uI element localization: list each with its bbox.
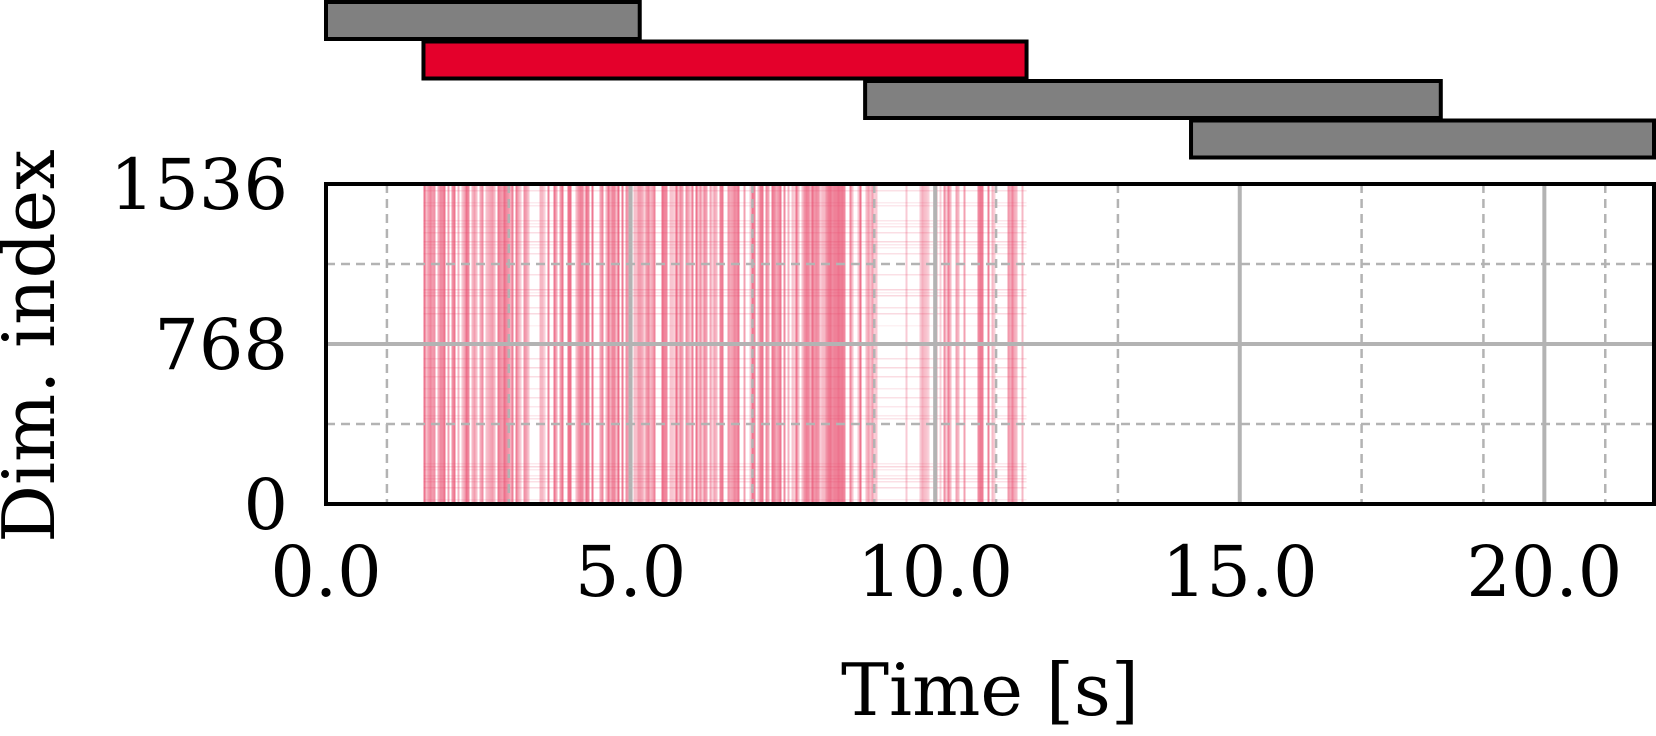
heat-row [423,244,1027,246]
heat-row [423,358,1027,360]
window-bars [324,0,1656,160]
x-tick-label: 0.0 [270,531,381,613]
heat-row [423,232,1027,234]
grid-lines [326,184,1654,504]
heat-row [423,469,1027,471]
y-axis-title: Dim. index [0,149,71,543]
heat-row [423,226,1027,228]
heat-row [423,475,1027,477]
heat-row [423,241,1027,243]
heat-row [423,499,1027,501]
heat-row [423,397,1027,399]
window-bar [324,0,642,41]
y-tick-label: 1536 [110,144,288,226]
plot-frame [324,182,1656,506]
heat-row [423,478,1027,480]
heat-row [423,220,1027,222]
heat-row [423,307,1027,309]
heat-row [423,415,1027,417]
heat-row [423,247,1027,249]
heat-row [423,289,1027,291]
x-axis-title: Time [s] [841,648,1139,732]
window-bar [1189,118,1656,160]
x-tick-label: 20.0 [1466,531,1622,613]
heat-row [423,190,1027,192]
heat-row [423,463,1027,465]
heat-row [423,292,1027,294]
x-tick-label: 15.0 [1162,531,1318,613]
heat-row [423,487,1027,489]
y-tick-label: 768 [154,304,288,386]
heat-row [423,205,1027,207]
x-tick-label: 5.0 [575,531,686,613]
heat-row [423,388,1027,390]
heat-row [423,313,1027,315]
heat-row [423,367,1027,369]
y-tick-label: 0 [243,464,288,546]
heat-row [423,406,1027,408]
heat-row [423,481,1027,483]
window-bar-highlight [421,39,1029,81]
tick-labels: 0.0 5.0 10.0 15.0 20.0 0 768 1536 [110,144,1622,613]
heat-row [423,418,1027,420]
heat-row [423,325,1027,327]
heat-row [423,274,1027,276]
heat-row [423,253,1027,255]
heat-row [423,202,1027,204]
window-bar [863,79,1443,120]
x-tick-label: 10.0 [857,531,1013,613]
heat-row [423,223,1027,225]
heat-row [423,376,1027,378]
heat-row [423,466,1027,468]
heat-row [423,295,1027,297]
